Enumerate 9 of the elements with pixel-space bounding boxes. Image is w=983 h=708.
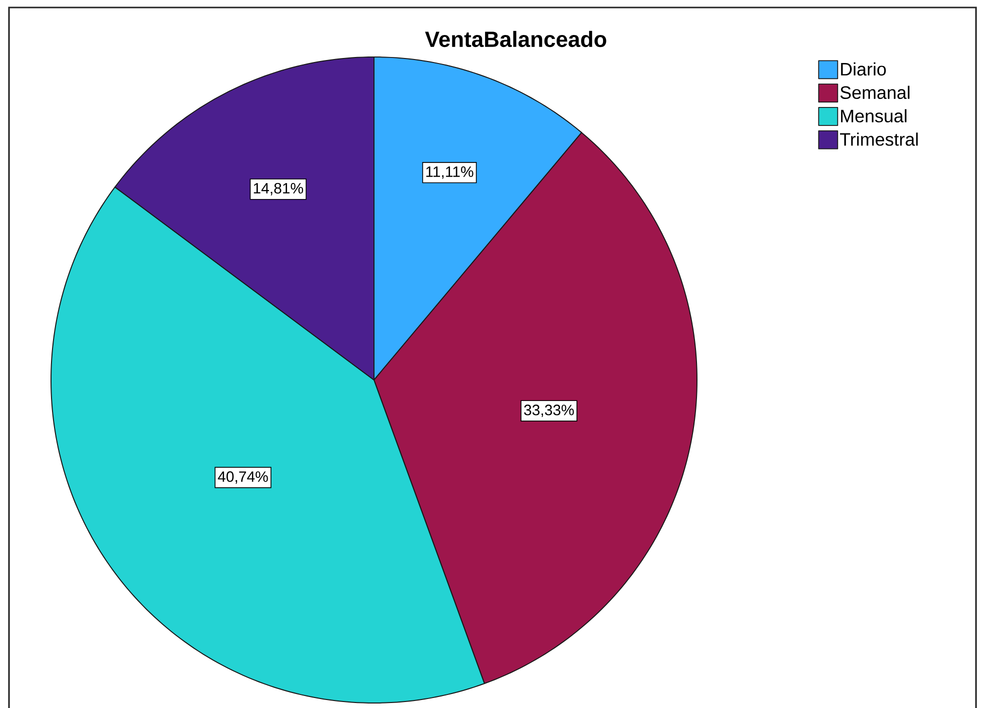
legend-label: Trimestral	[840, 132, 918, 146]
chart-title: VentaBalanceado	[425, 30, 606, 48]
data-label: 33,33%	[524, 404, 574, 418]
data-label: 14,81%	[254, 182, 304, 196]
legend-label: Mensual	[841, 109, 906, 122]
data-label: 40,74%	[218, 471, 268, 484]
legend-label: Diario	[841, 62, 886, 76]
legend-label: Semanal	[840, 86, 910, 99]
data-label: 11,11%	[426, 166, 474, 179]
